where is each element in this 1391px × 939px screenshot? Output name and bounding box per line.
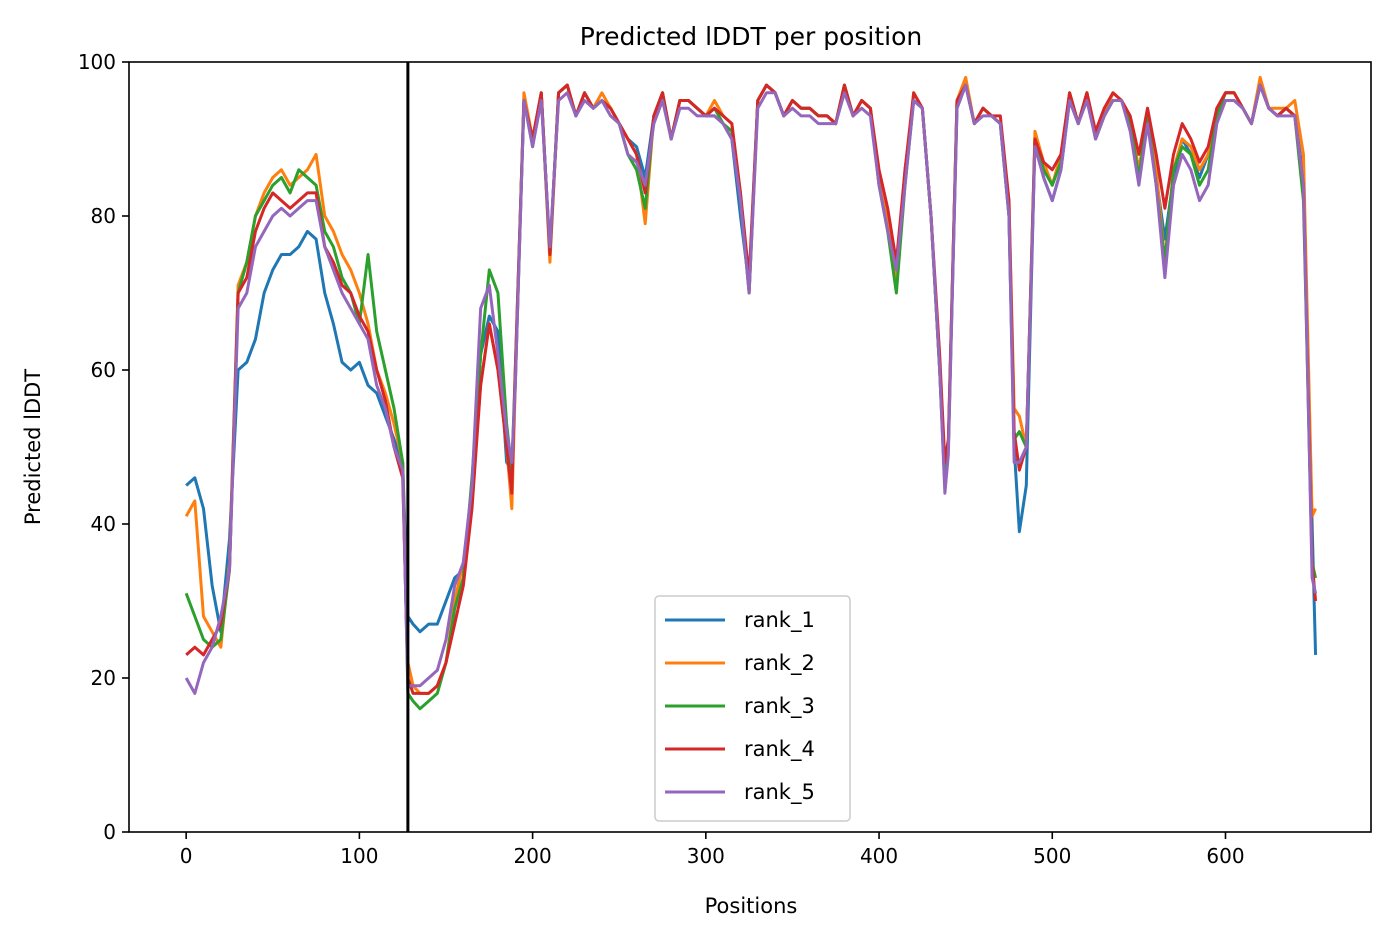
x-tick-label: 400 xyxy=(860,844,898,868)
y-tick-label: 60 xyxy=(91,358,116,382)
x-tick-label: 0 xyxy=(180,844,193,868)
y-tick-label: 100 xyxy=(78,50,116,74)
y-tick-label: 80 xyxy=(91,204,116,228)
y-tick-label: 0 xyxy=(103,820,116,844)
x-tick-label: 200 xyxy=(514,844,552,868)
legend-label-rank_1: rank_1 xyxy=(744,608,815,633)
legend-box xyxy=(654,595,851,822)
x-tick-label: 500 xyxy=(1033,844,1071,868)
series-line-rank_5 xyxy=(184,83,1318,695)
y-tick-label: 20 xyxy=(91,666,116,690)
legend-label-rank_4: rank_4 xyxy=(744,737,815,762)
x-axis-label: Positions xyxy=(705,894,798,918)
y-tick-label: 40 xyxy=(91,512,116,536)
legend-label-rank_5: rank_5 xyxy=(744,780,815,805)
legend-label-rank_2: rank_2 xyxy=(744,651,815,676)
axes-frame xyxy=(128,61,1372,833)
legend-label-rank_3: rank_3 xyxy=(744,694,815,719)
series-line-rank_1 xyxy=(185,83,1318,655)
legend: rank_1 rank_2 rank_3 rank_4 rank_5 xyxy=(654,595,851,822)
x-tick-label: 600 xyxy=(1206,844,1244,868)
x-tick-label: 100 xyxy=(340,844,378,868)
x-tick-label: 300 xyxy=(687,844,725,868)
chart-title: Predicted lDDT per position xyxy=(580,22,922,51)
plot-area: 0 100 200 300 400 500 600 0 20 40 60 80 100 xyxy=(78,50,1372,868)
y-axis-label: Predicted lDDT xyxy=(21,369,45,525)
